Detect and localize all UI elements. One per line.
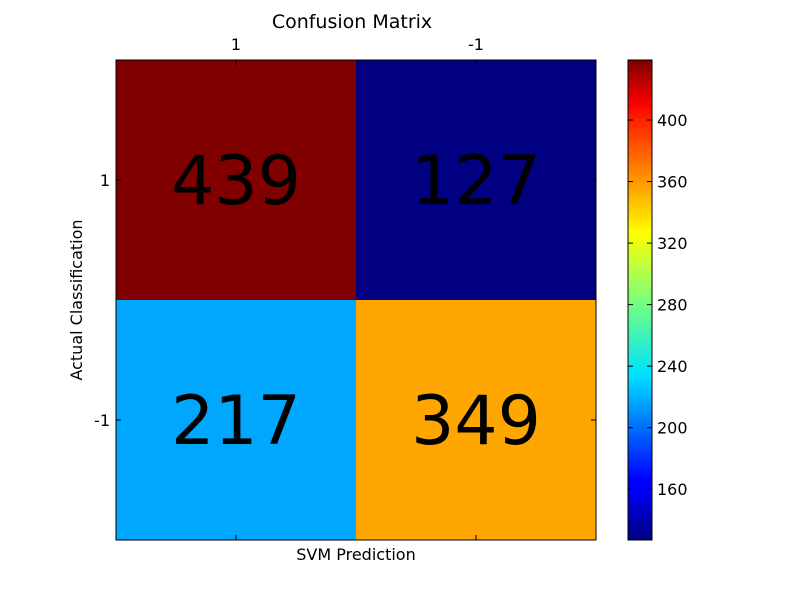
colorbar-frame bbox=[627, 59, 653, 541]
y-axis-label: Actual Classification bbox=[67, 219, 86, 380]
colorbar-ticks: 160 200 240 280 320 360 400 bbox=[628, 111, 688, 499]
colorbar-tick-label: 400 bbox=[657, 111, 688, 130]
cell-value-labels: 439 127 217 349 bbox=[171, 142, 541, 461]
heatmap-cell bbox=[356, 60, 596, 300]
colorbar-tick-label: 280 bbox=[657, 296, 688, 315]
heatmap-cell bbox=[116, 60, 356, 300]
colorbar: 160 200 240 280 320 360 400 bbox=[627, 59, 688, 541]
colorbar-tick-label: 160 bbox=[657, 480, 688, 499]
x-tick-label: 1 bbox=[231, 35, 241, 54]
colorbar-tick-label: 320 bbox=[657, 234, 688, 253]
axis-ticks: 1 -1 1 -1 bbox=[94, 35, 596, 540]
heatmap-cell bbox=[356, 300, 596, 540]
cell-value-label: 349 bbox=[411, 382, 541, 461]
plot-frame bbox=[115, 59, 597, 541]
chart-title: Confusion Matrix bbox=[272, 11, 432, 33]
cell-value-label: 127 bbox=[411, 142, 541, 221]
colorbar-tick-label: 240 bbox=[657, 357, 688, 376]
cell-value-label: 217 bbox=[171, 382, 301, 461]
x-tick-label: -1 bbox=[468, 35, 484, 54]
y-tick-label: 1 bbox=[100, 171, 110, 190]
colorbar-tick-label: 360 bbox=[657, 173, 688, 192]
y-tick-label: -1 bbox=[94, 411, 110, 430]
heatmap-cells bbox=[116, 60, 596, 540]
x-axis-label: SVM Prediction bbox=[296, 545, 415, 564]
colorbar-tick-label: 200 bbox=[657, 419, 688, 438]
heatmap-cell bbox=[116, 300, 356, 540]
colorbar-gradient bbox=[628, 60, 652, 540]
cell-value-label: 439 bbox=[171, 142, 301, 221]
